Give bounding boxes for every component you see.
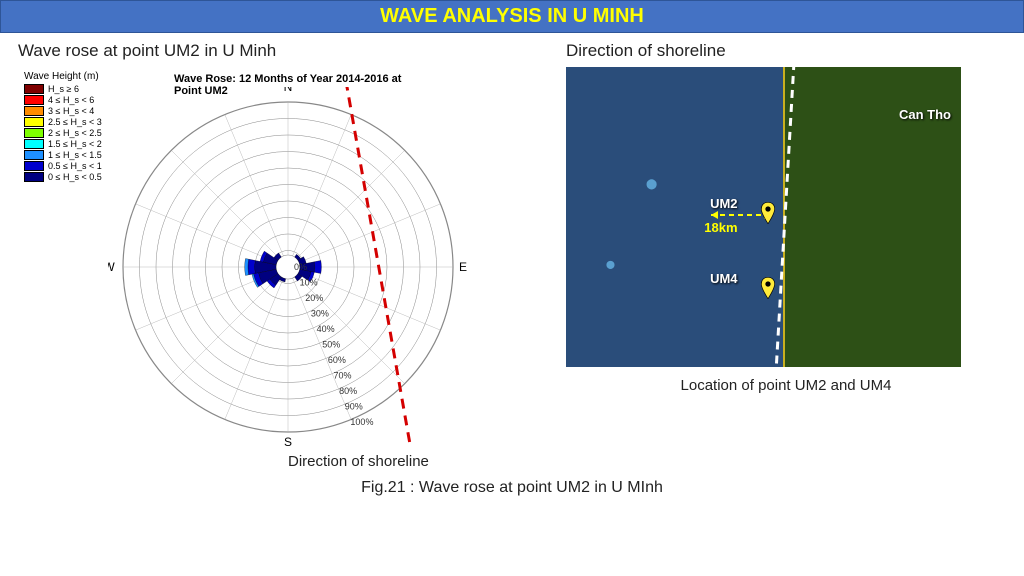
svg-text:80%: 80%	[339, 386, 357, 396]
figure-caption: Fig.21 : Wave rose at point UM2 in U MIn…	[0, 479, 1024, 497]
legend-swatch	[24, 84, 44, 94]
legend-label: 3 ≤ H_s < 4	[48, 106, 94, 116]
legend-title: Wave Height (m)	[24, 71, 102, 82]
shoreline-annot-bottom: Direction of shoreline	[288, 453, 429, 470]
pin-icon	[760, 277, 776, 299]
legend-label: 1 ≤ H_s < 1.5	[48, 150, 102, 160]
legend-row: 0 ≤ H_s < 0.5	[24, 172, 102, 182]
legend-swatch	[24, 106, 44, 116]
sea-speck2: ⬤	[606, 260, 615, 269]
point-label: UM2	[710, 196, 737, 211]
legend-swatch	[24, 117, 44, 127]
legend-row: 0.5 ≤ H_s < 1	[24, 161, 102, 171]
wave-rose-chart: Wave Height (m) H_s ≥ 64 ≤ H_s < 63 ≤ H_…	[18, 65, 498, 465]
svg-text:N: N	[284, 87, 293, 94]
right-panel: Direction of shoreline ⬤ ⬤ Can Tho UM2 UM…	[566, 41, 1006, 465]
right-subtitle: Direction of shoreline	[566, 41, 1006, 61]
svg-text:0%: 0%	[294, 262, 307, 272]
legend-row: 4 ≤ H_s < 6	[24, 95, 102, 105]
legend-label: H_s ≥ 6	[48, 84, 79, 94]
svg-text:30%: 30%	[311, 309, 329, 319]
svg-text:S: S	[284, 435, 292, 447]
svg-text:90%: 90%	[345, 402, 363, 412]
svg-text:E: E	[459, 260, 467, 274]
svg-text:20%: 20%	[305, 293, 323, 303]
legend-swatch	[24, 95, 44, 105]
legend-row: 2.5 ≤ H_s < 3	[24, 117, 102, 127]
pin-icon	[760, 202, 776, 224]
legend-label: 2.5 ≤ H_s < 3	[48, 117, 102, 127]
left-panel: Wave rose at point UM2 in U Minh Wave He…	[18, 41, 546, 465]
arrow-left-icon	[711, 211, 718, 219]
legend-label: 0.5 ≤ H_s < 1	[48, 161, 102, 171]
sea-speck1: ⬤	[646, 179, 657, 190]
svg-text:40%: 40%	[317, 324, 335, 334]
rose-plot: N S E W 0% 10% 20% 30% 40% 50% 60% 70% 80% 90% 100%	[108, 87, 468, 447]
svg-text:60%: 60%	[328, 355, 346, 365]
legend-row: 2 ≤ H_s < 2.5	[24, 128, 102, 138]
legend-label: 2 ≤ H_s < 2.5	[48, 128, 102, 138]
legend-swatch	[24, 128, 44, 138]
legend-row: 1.5 ≤ H_s < 2	[24, 139, 102, 149]
legend-swatch	[24, 139, 44, 149]
legend-row: H_s ≥ 6	[24, 84, 102, 94]
legend: Wave Height (m) H_s ≥ 64 ≤ H_s < 63 ≤ H_…	[24, 71, 102, 183]
legend-label: 4 ≤ H_s < 6	[48, 95, 94, 105]
legend-swatch	[24, 172, 44, 182]
legend-label: 0 ≤ H_s < 0.5	[48, 172, 102, 182]
legend-label: 1.5 ≤ H_s < 2	[48, 139, 102, 149]
location-map: ⬤ ⬤ Can Tho UM2 UM4 18km	[566, 67, 961, 367]
content-row: Wave rose at point UM2 in U Minh Wave He…	[0, 33, 1024, 465]
city-label: Can Tho	[899, 107, 951, 122]
page-header: WAVE ANALYSIS IN U MINH	[0, 0, 1024, 33]
point-label: UM4	[710, 271, 737, 286]
distance-label: 18km	[704, 220, 737, 235]
svg-text:10%: 10%	[300, 278, 318, 288]
svg-text:W: W	[108, 260, 115, 274]
legend-row: 1 ≤ H_s < 1.5	[24, 150, 102, 160]
svg-text:50%: 50%	[322, 340, 340, 350]
svg-text:100%: 100%	[350, 417, 373, 427]
legend-row: 3 ≤ H_s < 4	[24, 106, 102, 116]
header-title: WAVE ANALYSIS IN U MINH	[380, 5, 644, 27]
left-subtitle: Wave rose at point UM2 in U Minh	[18, 41, 546, 61]
svg-text:70%: 70%	[334, 371, 352, 381]
shoreline-direction-line	[776, 67, 794, 367]
legend-swatch	[24, 161, 44, 171]
legend-swatch	[24, 150, 44, 160]
map-caption: Location of point UM2 and UM4	[566, 377, 1006, 394]
